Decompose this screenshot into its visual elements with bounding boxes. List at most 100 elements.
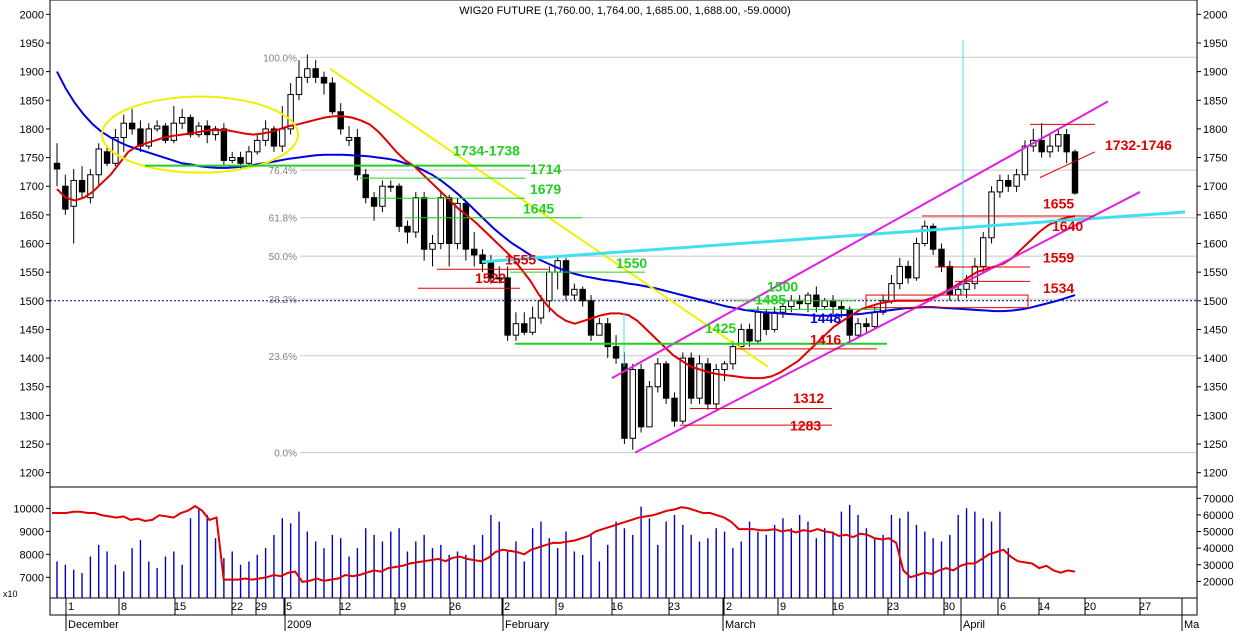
volume-tick-label-left: 9000	[20, 526, 44, 538]
candle	[871, 306, 878, 330]
red-level-label: 1559	[1043, 250, 1074, 266]
candle	[170, 105, 178, 144]
candle-body	[212, 128, 219, 136]
green-level-label: 1645	[523, 200, 554, 216]
x-tick-label: 16	[832, 601, 844, 613]
candle-body	[270, 128, 278, 147]
candle-body	[637, 369, 645, 428]
candle-body	[254, 139, 261, 153]
price-tick-label-left: 1300	[20, 410, 44, 422]
candle	[178, 108, 186, 129]
candle	[412, 191, 420, 238]
price-tick-label-right: 1300	[1203, 410, 1227, 422]
candle	[78, 166, 86, 198]
volume-tick-label-right: 70000	[1203, 493, 1234, 505]
candle	[87, 169, 94, 204]
candle-body	[237, 157, 244, 164]
price-tick-label-right: 1950	[1203, 38, 1227, 50]
candle-body	[120, 122, 127, 139]
candle-body	[579, 288, 586, 302]
price-tick-label-left: 2000	[20, 9, 44, 21]
candle-body	[562, 260, 570, 296]
red-level-label: 1732-1746	[1105, 137, 1172, 153]
candle	[1030, 128, 1037, 152]
candle	[254, 134, 261, 155]
x-tick-label: 6	[1000, 601, 1006, 613]
candle-body	[78, 179, 86, 193]
red-zone-box	[865, 294, 1029, 309]
candle-body	[496, 277, 503, 280]
price-tick-label-right: 1550	[1203, 267, 1227, 279]
plot-frame	[49, 0, 1198, 616]
candle-body	[721, 363, 728, 371]
candle	[662, 360, 670, 404]
candle	[295, 60, 303, 101]
green-level-label: 1679	[530, 181, 561, 197]
candle-body	[178, 116, 186, 124]
green-level-label: 1425	[705, 320, 736, 336]
candle-body	[662, 363, 670, 399]
candle	[304, 54, 311, 84]
candle-body	[921, 225, 929, 245]
candle-body	[929, 225, 937, 250]
candle	[504, 266, 511, 341]
price-tick-label-right: 1350	[1203, 382, 1227, 394]
candle	[395, 183, 403, 233]
candle	[863, 317, 870, 333]
candle-body	[888, 283, 895, 302]
candle-body	[821, 300, 828, 308]
candle-body	[220, 128, 228, 161]
candle-body	[370, 197, 378, 207]
candle-body	[712, 369, 720, 405]
price-tick-label-left: 1600	[20, 239, 44, 251]
candle	[712, 363, 720, 410]
candle-body	[1071, 151, 1079, 194]
candle	[120, 114, 127, 152]
candle	[888, 275, 895, 304]
candle	[904, 260, 912, 284]
price-tick-label-left: 1250	[20, 439, 44, 451]
candle	[988, 186, 995, 244]
month-label: April	[963, 619, 985, 631]
x-tick-label: 14	[1038, 601, 1050, 613]
candle-body	[596, 323, 603, 336]
x-tick-label: 19	[394, 601, 406, 613]
price-tick-label-right: 1500	[1203, 296, 1227, 308]
candle-body	[571, 288, 578, 296]
candle	[521, 312, 528, 336]
price-tick-label-left: 1850	[20, 95, 44, 107]
price-tick-label-left: 1550	[20, 267, 44, 279]
price-tick-label-left: 1950	[20, 38, 44, 50]
candle-body	[738, 328, 745, 348]
candle	[471, 232, 478, 267]
candle-body	[145, 128, 152, 147]
x-tick-label: 12	[339, 601, 351, 613]
x-tick-label: 29	[255, 601, 267, 613]
candle-body	[362, 174, 369, 199]
candle-body	[287, 94, 294, 130]
candle	[896, 257, 903, 290]
candle	[229, 151, 236, 164]
candle-body	[337, 111, 344, 130]
candle-body	[1046, 145, 1054, 153]
candle	[637, 363, 645, 433]
candle	[562, 257, 570, 301]
candle-body	[988, 191, 995, 239]
candle	[571, 283, 578, 301]
candle-body	[679, 357, 687, 422]
channel-upper-line	[611, 100, 1109, 380]
candle	[53, 143, 61, 187]
red-level-label: 1655	[1043, 195, 1074, 211]
candle-body	[345, 137, 353, 141]
candle-body	[621, 363, 628, 439]
candle	[137, 120, 144, 152]
price-tick-label-right: 1600	[1203, 239, 1227, 251]
candle	[512, 312, 520, 341]
price-tick-label-right: 1400	[1203, 353, 1227, 365]
candle-body	[504, 277, 511, 336]
candle	[337, 103, 344, 135]
candle	[996, 174, 1004, 198]
candle-body	[295, 76, 303, 96]
volume-tick-label-right: 50000	[1203, 527, 1234, 539]
candle-body	[629, 369, 636, 439]
